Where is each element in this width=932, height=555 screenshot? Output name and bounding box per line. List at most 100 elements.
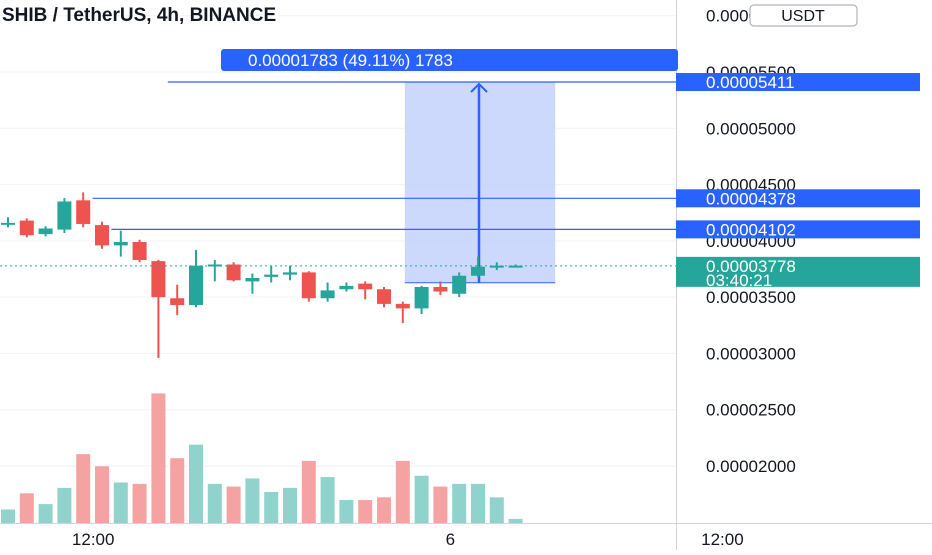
volume-bar bbox=[433, 486, 448, 523]
candle-body[interactable] bbox=[320, 290, 335, 299]
volume-bar bbox=[38, 504, 53, 523]
candle[interactable] bbox=[170, 284, 185, 316]
candle-body[interactable] bbox=[19, 220, 34, 236]
candle[interactable] bbox=[452, 272, 467, 298]
volume-bar bbox=[19, 493, 34, 523]
time-tick-label: 12:00 bbox=[72, 530, 115, 549]
price-range-measure[interactable] bbox=[404, 82, 556, 284]
candle[interactable] bbox=[264, 265, 279, 283]
candle[interactable] bbox=[95, 221, 109, 249]
candle[interactable] bbox=[283, 265, 297, 281]
candle[interactable] bbox=[471, 256, 485, 277]
volume-bar bbox=[301, 460, 316, 523]
price-badge-upper: 0.00004378 bbox=[676, 189, 920, 208]
candle[interactable] bbox=[151, 259, 166, 358]
grid-lines bbox=[0, 15, 676, 467]
candle[interactable] bbox=[395, 301, 410, 324]
candle-body[interactable] bbox=[301, 272, 316, 299]
candle-body[interactable] bbox=[1, 222, 15, 225]
candle-body[interactable] bbox=[433, 287, 448, 292]
price-badges: 0.00005411 0.00004378 0.00004102 0.00003778… bbox=[676, 73, 920, 290]
volume-bar bbox=[508, 518, 523, 523]
price-badge-top-background bbox=[676, 73, 920, 92]
candle[interactable] bbox=[76, 192, 91, 228]
candle[interactable] bbox=[207, 259, 222, 282]
volume-bar bbox=[395, 460, 410, 523]
candle[interactable] bbox=[339, 282, 354, 292]
volume-bar bbox=[207, 483, 222, 523]
price-badge-lower: 0.00004102 bbox=[676, 220, 920, 239]
candle-body[interactable] bbox=[57, 201, 72, 230]
volume-bar bbox=[76, 454, 91, 523]
candle-body[interactable] bbox=[489, 265, 504, 268]
candle[interactable] bbox=[320, 282, 335, 302]
candle-body[interactable] bbox=[245, 278, 260, 282]
volume-bar bbox=[414, 475, 429, 523]
candle-body[interactable] bbox=[207, 264, 222, 267]
candle[interactable] bbox=[19, 218, 34, 238]
candles[interactable] bbox=[1, 192, 523, 358]
candle-body[interactable] bbox=[113, 241, 128, 246]
price-badge-last-background bbox=[676, 256, 920, 287]
candle-body[interactable] bbox=[395, 303, 410, 309]
volume-bar bbox=[113, 482, 128, 523]
candle[interactable] bbox=[358, 281, 373, 300]
candle[interactable] bbox=[113, 230, 128, 257]
candle[interactable] bbox=[189, 249, 203, 308]
candle-body[interactable] bbox=[452, 275, 467, 294]
time-tick-label: 12:00 bbox=[701, 530, 744, 549]
price-tick-label: 0.00002500 bbox=[706, 401, 796, 420]
candle-body[interactable] bbox=[339, 285, 354, 290]
candle-body[interactable] bbox=[226, 264, 241, 281]
volume-bar bbox=[1, 509, 15, 523]
price-tick-label: 0.00003500 bbox=[706, 288, 796, 307]
candle-body[interactable] bbox=[170, 298, 185, 306]
horizontal-lines[interactable] bbox=[92, 81, 676, 230]
candle-body[interactable] bbox=[414, 287, 429, 309]
candle-body[interactable] bbox=[508, 265, 523, 268]
price-tick-label: 0.00003000 bbox=[706, 344, 796, 363]
candle-body[interactable] bbox=[377, 289, 391, 304]
candle-body[interactable] bbox=[264, 274, 279, 277]
measure-label-background bbox=[221, 49, 678, 71]
time-axis[interactable]: 12:00 6 12:00 bbox=[72, 530, 744, 549]
candle[interactable] bbox=[38, 226, 53, 237]
volume-bar bbox=[471, 483, 485, 523]
volume-bar bbox=[489, 497, 504, 523]
candle[interactable] bbox=[377, 287, 391, 308]
volume-bar bbox=[320, 477, 335, 523]
candle[interactable] bbox=[226, 262, 241, 282]
volume-bar bbox=[283, 487, 297, 523]
price-badge-lower-text: 0.00004102 bbox=[706, 220, 796, 239]
candle-body[interactable] bbox=[38, 228, 53, 235]
candle-body[interactable] bbox=[471, 266, 485, 276]
currency-button[interactable]: USDT bbox=[749, 4, 858, 27]
time-tick-label: 6 bbox=[446, 530, 455, 549]
candle[interactable] bbox=[245, 273, 260, 294]
candle-body[interactable] bbox=[189, 265, 203, 306]
currency-button-frame[interactable] bbox=[749, 4, 858, 27]
volume-bar bbox=[95, 466, 109, 523]
candle[interactable] bbox=[132, 239, 147, 263]
currency-button-label[interactable]: USDT bbox=[781, 8, 825, 25]
measure-label-text: 0.00001783 (49.11%) 1783 bbox=[248, 51, 453, 70]
candle-body[interactable] bbox=[95, 225, 109, 246]
candle-body[interactable] bbox=[283, 272, 297, 275]
volume-bar bbox=[264, 491, 279, 523]
volume-bar bbox=[452, 483, 467, 523]
price-badge-upper-text: 0.00004378 bbox=[706, 189, 796, 208]
candle[interactable] bbox=[1, 217, 15, 228]
candle-body[interactable] bbox=[132, 241, 147, 260]
price-badge-upper-background bbox=[676, 189, 920, 208]
volume-bar bbox=[377, 497, 391, 523]
price-badge-lower-background bbox=[676, 220, 920, 239]
candle[interactable] bbox=[57, 198, 72, 233]
candle[interactable] bbox=[433, 281, 448, 295]
candle-body[interactable] bbox=[358, 283, 373, 290]
candle-body[interactable] bbox=[151, 261, 166, 298]
candle[interactable] bbox=[414, 285, 429, 315]
candle-body[interactable] bbox=[76, 200, 91, 224]
candle[interactable] bbox=[301, 271, 316, 302]
